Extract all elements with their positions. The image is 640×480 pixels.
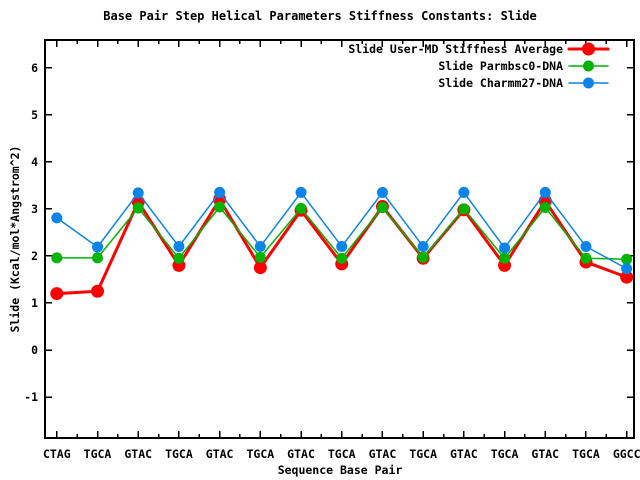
- x-tick-label: GTAC: [124, 447, 152, 461]
- x-tick-label: TGCA: [246, 447, 274, 461]
- x-axis-label: Sequence Base Pair: [277, 463, 403, 477]
- chart-title: Base Pair Step Helical Parameters Stiffn…: [103, 9, 537, 23]
- data-point-series-2: [458, 186, 470, 198]
- legend-item-user-md: Slide User-MD Stiffness Average: [348, 42, 563, 56]
- data-point-series-2: [92, 241, 104, 253]
- plot-frame: [44, 39, 635, 439]
- y-tick-label: 3: [31, 202, 38, 216]
- x-tick-label: GGCC: [613, 447, 640, 461]
- y-axis-label: Slide (Kcal/mol*Angstrom^2): [8, 145, 22, 333]
- x-tick-label: TGCA: [491, 447, 519, 461]
- x-tick-label: TGCA: [409, 447, 437, 461]
- data-point-series-0: [91, 284, 105, 298]
- data-point-series-1: [458, 203, 470, 215]
- legend-sample-marker-1: [583, 60, 594, 72]
- data-point-series-1: [92, 252, 104, 264]
- y-tick-label: 5: [31, 108, 38, 122]
- data-point-series-1: [376, 201, 388, 213]
- data-point-series-2: [499, 242, 511, 254]
- data-point-series-1: [499, 252, 511, 264]
- data-point-series-2: [336, 241, 348, 253]
- x-tick-label: CTAG: [43, 447, 71, 461]
- data-point-series-0: [50, 287, 64, 301]
- data-point-series-2: [417, 241, 429, 253]
- data-point-series-2: [132, 187, 144, 199]
- x-tick-label: GTAC: [287, 447, 315, 461]
- data-point-series-2: [173, 241, 185, 253]
- y-tick-label: 6: [31, 61, 38, 75]
- data-point-series-2: [214, 186, 226, 198]
- data-point-series-2: [580, 241, 592, 253]
- data-point-series-1: [580, 252, 592, 264]
- x-tick-label: TGCA: [84, 447, 112, 461]
- data-point-series-2: [621, 263, 633, 275]
- x-tick-label: GTAC: [206, 447, 234, 461]
- x-tick-label: TGCA: [572, 447, 600, 461]
- y-tick-label: -1: [24, 390, 38, 404]
- x-tick-label: TGCA: [165, 447, 193, 461]
- data-point-series-1: [539, 201, 551, 213]
- y-tick-label: 2: [31, 249, 38, 263]
- data-point-series-1: [214, 201, 226, 213]
- data-point-series-1: [254, 251, 266, 263]
- data-point-series-2: [539, 186, 551, 198]
- data-point-series-1: [173, 252, 185, 264]
- data-point-series-2: [254, 241, 266, 253]
- x-tick-label: GTAC: [531, 447, 559, 461]
- data-point-series-1: [295, 202, 307, 214]
- data-point-series-1: [621, 253, 633, 265]
- legend-sample-marker-2: [583, 77, 594, 89]
- data-point-series-2: [295, 186, 307, 198]
- y-tick-label: 4: [31, 155, 38, 169]
- y-tick-label: 0: [31, 343, 38, 357]
- data-point-series-1: [132, 202, 144, 214]
- data-point-series-1: [336, 252, 348, 264]
- data-point-series-1: [417, 251, 429, 263]
- x-tick-label: GTAC: [369, 447, 397, 461]
- legend-sample-marker-0: [582, 42, 595, 56]
- data-point-series-2: [376, 186, 388, 198]
- y-tick-label: 1: [31, 296, 38, 310]
- legend-item-parmbsc0: Slide Parmbsc0-DNA: [438, 59, 563, 73]
- data-point-series-0: [253, 261, 267, 275]
- data-point-series-0: [620, 270, 634, 284]
- data-point-series-1: [51, 252, 63, 264]
- data-point-series-2: [51, 212, 63, 224]
- x-tick-label: GTAC: [450, 447, 478, 461]
- legend-item-charmm27: Slide Charmm27-DNA: [438, 76, 563, 90]
- x-tick-label: TGCA: [328, 447, 356, 461]
